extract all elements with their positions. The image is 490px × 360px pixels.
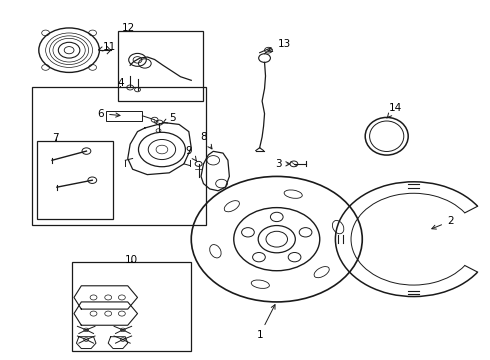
Text: 3: 3 xyxy=(275,159,290,169)
Bar xyxy=(106,111,143,121)
Text: 1: 1 xyxy=(256,305,275,340)
Text: 12: 12 xyxy=(122,23,135,33)
Text: 4: 4 xyxy=(117,78,123,88)
Text: 2: 2 xyxy=(432,216,454,229)
Bar xyxy=(37,140,113,220)
Text: 6: 6 xyxy=(98,109,120,119)
Text: 5: 5 xyxy=(163,113,176,123)
Text: 13: 13 xyxy=(268,40,291,51)
Bar xyxy=(32,87,206,225)
Text: 14: 14 xyxy=(387,103,402,118)
Text: 9: 9 xyxy=(186,145,196,161)
Text: 11: 11 xyxy=(98,42,116,52)
Text: 7: 7 xyxy=(52,133,59,143)
Bar xyxy=(72,262,191,351)
Text: 10: 10 xyxy=(124,255,138,265)
Bar xyxy=(118,31,203,101)
Text: 8: 8 xyxy=(200,132,212,149)
